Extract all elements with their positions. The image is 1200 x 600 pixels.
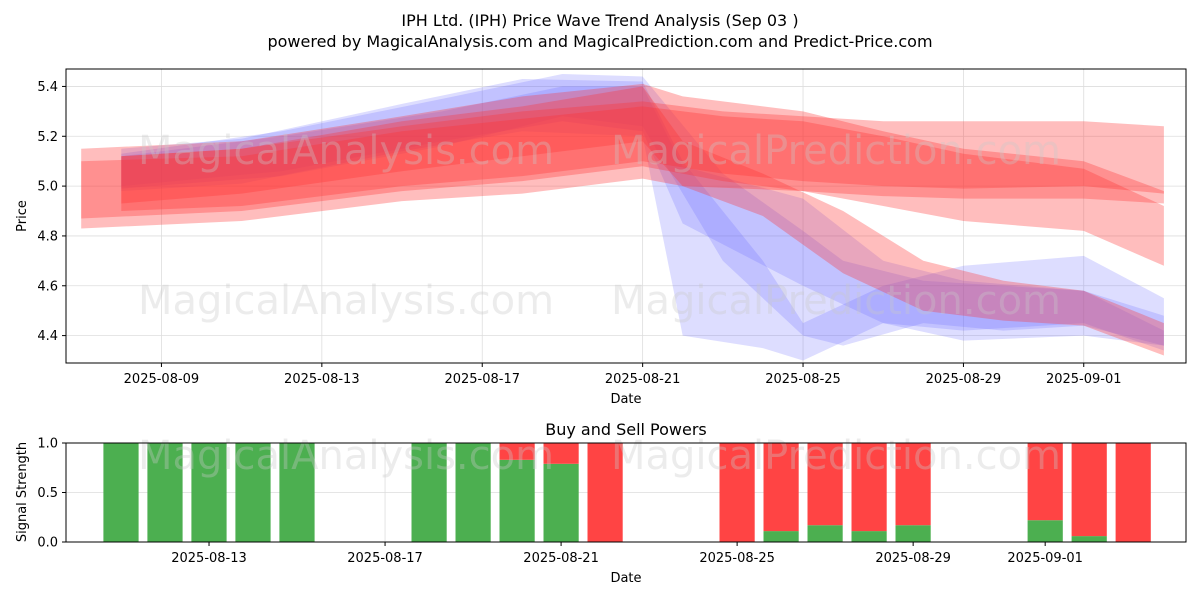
power-x-tick-label: 2025-09-01 — [1007, 551, 1083, 566]
power-bars — [103, 443, 1151, 542]
price-x-axis-label: Date — [610, 392, 641, 407]
buy-power-bar — [411, 443, 447, 542]
price-y-axis-label: Price — [15, 200, 30, 232]
sell-power-bar — [543, 443, 579, 464]
power-x-axis-label: Date — [610, 571, 641, 586]
watermark-text: MagicalPrediction.com — [611, 278, 1061, 324]
buy-power-bar — [807, 525, 843, 542]
sell-power-bar — [587, 443, 623, 542]
power-x-tick-label: 2025-08-13 — [171, 551, 247, 566]
sell-power-bar — [499, 443, 535, 460]
price-x-tick-label: 2025-09-01 — [1046, 372, 1122, 387]
watermark-text: MagicalAnalysis.com — [138, 278, 554, 324]
price-grid — [66, 69, 1186, 363]
sell-power-bar — [1027, 443, 1063, 521]
bullish-wave-band-0 — [121, 79, 1164, 361]
sell-power-bar — [895, 443, 931, 526]
bullish-wave-band-2 — [121, 86, 1164, 351]
price-x-ticks: 2025-08-09 2025-08-13 2025-08-17 2025-08-21… — [124, 363, 1122, 387]
power-x-tick-label: 2025-08-21 — [523, 551, 599, 566]
buy-sell-power-chart: Buy and Sell Powers MagicalAnalysis.com M… — [15, 420, 1187, 586]
power-x-ticks: 2025-08-13 2025-08-17 2025-08-21 2025-08-25… — [171, 542, 1083, 566]
buy-power-bar — [235, 443, 271, 542]
sell-power-bar — [1115, 443, 1151, 542]
chart-title: IPH Ltd. (IPH) Price Wave Trend Analysis… — [401, 11, 798, 30]
buy-power-bar — [895, 525, 931, 542]
power-x-tick-label: 2025-08-29 — [875, 551, 951, 566]
watermark-text: MagicalPrediction.com — [611, 128, 1061, 174]
price-x-tick-label: 2025-08-17 — [444, 372, 520, 387]
power-x-tick-label: 2025-08-25 — [699, 551, 775, 566]
price-y-ticks: 4.4 4.6 4.8 5.0 5.2 5.4 — [37, 80, 66, 344]
power-y-ticks: 0.0 0.5 1.0 — [37, 437, 66, 551]
price-y-tick-label: 4.8 — [37, 229, 58, 244]
power-watermarks: MagicalAnalysis.com MagicalPrediction.com — [138, 433, 1061, 479]
buy-power-bar — [455, 443, 491, 542]
bearish-wave-band-3 — [81, 83, 1164, 229]
buy-power-bar — [851, 531, 887, 542]
power-x-tick-label: 2025-08-17 — [347, 551, 423, 566]
bullish-wave-band-1 — [121, 74, 1164, 346]
power-chart-title: Buy and Sell Powers — [545, 420, 707, 439]
price-y-tick-label: 4.4 — [37, 329, 58, 344]
price-y-tick-label: 5.0 — [37, 180, 58, 195]
power-y-tick-label: 1.0 — [37, 437, 58, 452]
price-y-tick-label: 4.6 — [37, 279, 58, 294]
bearish-wave-band-5 — [81, 106, 1164, 266]
power-y-tick-label: 0.5 — [37, 486, 58, 501]
buy-power-bar — [763, 531, 799, 542]
bearish-wave-band-6 — [121, 86, 1164, 356]
chart-subtitle: powered by MagicalAnalysis.com and Magic… — [267, 32, 932, 51]
sell-power-bar — [1071, 443, 1107, 537]
price-watermarks: MagicalAnalysis.com MagicalPrediction.com… — [138, 128, 1061, 324]
price-y-tick-label: 5.4 — [37, 80, 58, 95]
watermark-text: MagicalAnalysis.com — [138, 128, 554, 174]
watermark-text: MagicalPrediction.com — [611, 433, 1061, 479]
price-x-tick-label: 2025-08-25 — [765, 372, 841, 387]
price-wave-chart: MagicalAnalysis.com MagicalPrediction.com… — [15, 68, 1187, 407]
buy-power-bar — [499, 459, 535, 542]
buy-power-bar — [279, 443, 315, 542]
price-plot-frame — [65, 68, 1187, 364]
buy-power-bar — [1027, 520, 1063, 542]
price-y-tick-label: 5.2 — [37, 130, 58, 145]
sell-power-bar — [719, 443, 755, 542]
bearish-wave-band-4 — [121, 101, 1164, 211]
buy-power-bar — [1071, 536, 1107, 542]
sell-power-bar — [807, 443, 843, 526]
power-y-axis-label: Signal Strength — [15, 442, 30, 542]
price-x-tick-label: 2025-08-09 — [124, 372, 200, 387]
power-y-tick-label: 0.0 — [37, 536, 58, 551]
buy-power-bar — [191, 443, 227, 542]
buy-power-bar — [147, 443, 183, 542]
price-wave-bands — [81, 74, 1164, 361]
price-x-tick-label: 2025-08-21 — [605, 372, 681, 387]
sell-power-bar — [763, 443, 799, 532]
watermark-text: MagicalAnalysis.com — [138, 433, 554, 479]
buy-power-bar — [103, 443, 139, 542]
buy-power-bar — [543, 463, 579, 542]
price-x-tick-label: 2025-08-13 — [284, 372, 360, 387]
price-x-tick-label: 2025-08-29 — [926, 372, 1002, 387]
sell-power-bar — [851, 443, 887, 532]
